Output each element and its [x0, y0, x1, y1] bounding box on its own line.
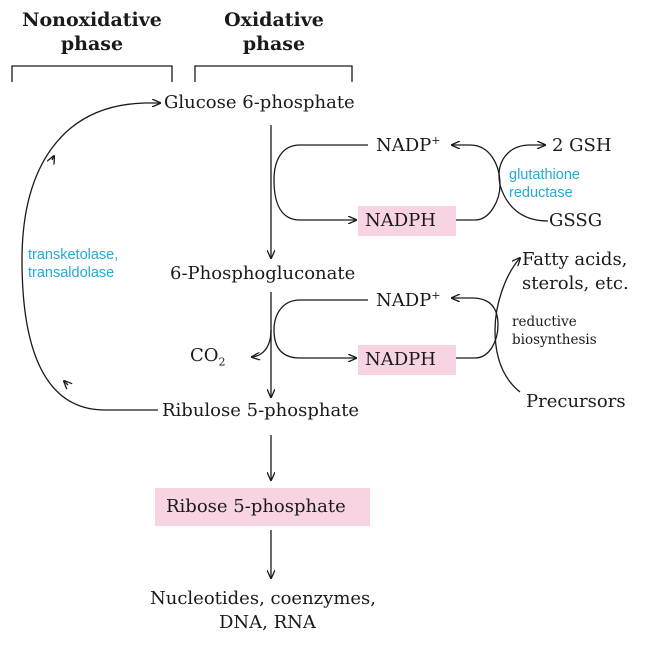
- co2-arrow: [252, 329, 272, 357]
- nadp-plus-label-bottom: NADP+: [376, 289, 441, 311]
- nonoxidative-phase-heading: Nonoxidative phase: [22, 9, 162, 55]
- glucose-6-phosphate-label: Glucose 6-phosphate: [164, 92, 355, 113]
- nadp-loop-bottom: [273, 299, 368, 358]
- oxidative-phase-heading: Oxidative phase: [224, 9, 324, 55]
- glutathione-curve-nadph: [452, 145, 501, 221]
- ribulose-5-phosphate-label: Ribulose 5-phosphate: [162, 400, 360, 421]
- loop-arrowhead-upper: [52, 156, 54, 160]
- ribose-5-phosphate-label: Ribose 5-phosphate: [166, 496, 346, 517]
- biosynthesis-curve-nadph: [452, 298, 499, 359]
- ribose-5-phosphate-highlight: [155, 488, 370, 526]
- nadph-highlight-bottom: [358, 345, 456, 375]
- co2-label: CO2: [190, 345, 226, 369]
- loop-arrowhead-lower: [64, 381, 68, 385]
- nadp-plus-label-top: NADP+: [376, 134, 441, 156]
- 6-phosphogluconate-label: 6-Phosphogluconate: [170, 263, 356, 284]
- glutathione-curve-gssg: [498, 145, 549, 222]
- reductive-biosynthesis-label-line2: biosynthesis: [512, 332, 597, 348]
- nonoxidative-bracket: [11, 65, 173, 82]
- precursors-label: Precursors: [526, 391, 626, 412]
- nonoxidative-loop: [21, 103, 160, 411]
- nadph-label-bottom: NADPH: [365, 349, 436, 370]
- glutathione-reductase-label-line2: reductase: [509, 185, 573, 201]
- oxidative-bracket: [194, 65, 353, 82]
- nadp-loop-top: [273, 144, 368, 220]
- nucleotides-label-line2: DNA, RNA: [219, 612, 316, 633]
- fatty-acids-label-line1: Fatty acids,: [522, 249, 628, 270]
- transketolase-label-line1: transketolase,: [28, 247, 119, 263]
- reductive-biosynthesis-label-line1: reductive: [512, 314, 577, 330]
- nadph-label-top: NADPH: [365, 210, 436, 231]
- transaldolase-label-line2: transaldolase: [28, 265, 115, 281]
- nadph-highlight-top: [358, 206, 456, 236]
- nucleotides-label-line1: Nucleotides, coenzymes,: [150, 588, 377, 609]
- gssg-label: GSSG: [549, 210, 603, 231]
- fatty-acids-label-line2: sterols, etc.: [522, 273, 629, 294]
- biosynthesis-curve-precursors: [494, 258, 520, 393]
- gsh-label: 2 GSH: [552, 135, 612, 156]
- glutathione-reductase-label-line1: glutathione: [509, 167, 580, 183]
